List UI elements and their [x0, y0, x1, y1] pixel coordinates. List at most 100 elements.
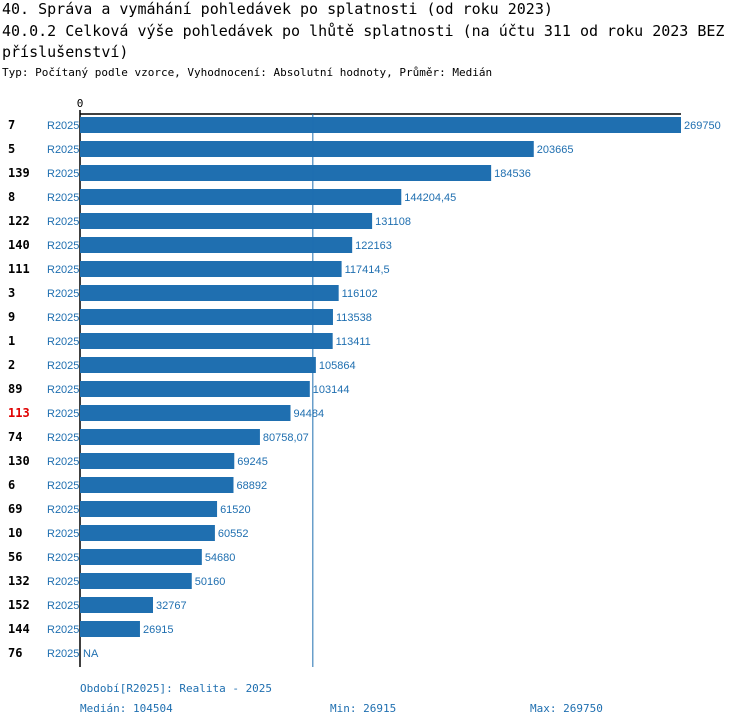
period-label: R2025	[47, 336, 79, 348]
period-label: R2025	[47, 480, 79, 492]
category-label: 122	[8, 214, 30, 228]
value-label: 131108	[375, 216, 411, 228]
axis-zero-label: 0	[77, 97, 84, 110]
value-label: 26915	[143, 624, 174, 636]
bar	[80, 477, 234, 493]
bar	[80, 573, 192, 589]
bar	[80, 117, 681, 133]
category-label: 130	[8, 454, 30, 468]
period-label: R2025	[47, 120, 79, 132]
period-label: R2025	[47, 600, 79, 612]
value-label: 113538	[336, 312, 372, 324]
bar	[80, 237, 353, 253]
period-label: R2025	[47, 360, 79, 372]
period-label: R2025	[47, 552, 79, 564]
bar	[80, 309, 333, 325]
category-label: 132	[8, 574, 30, 588]
value-label: 61520	[220, 504, 251, 516]
period-label: R2025	[47, 456, 79, 468]
value-label: 113411	[336, 336, 371, 348]
value-label: 54680	[205, 552, 236, 564]
category-label: 56	[8, 550, 22, 564]
category-label: 2	[8, 358, 15, 372]
value-label: 32767	[156, 600, 187, 612]
value-label: 269750	[684, 120, 721, 132]
chart-title-line-1: 40. Správa a vymáhání pohledávek po spla…	[2, 0, 553, 18]
period-label: R2025	[47, 240, 79, 252]
value-label: 144204,45	[404, 192, 456, 204]
period-label: R2025	[47, 648, 79, 660]
period-label: R2025	[47, 264, 79, 276]
bar	[80, 165, 492, 181]
bar	[80, 381, 310, 397]
period-label: R2025	[47, 288, 79, 300]
chart-subtitle: Typ: Počítaný podle vzorce, Vyhodnocení:…	[2, 66, 493, 79]
category-label: 10	[8, 526, 22, 540]
category-label: 140	[8, 238, 30, 252]
period-label: R2025	[47, 192, 79, 204]
category-label: 139	[8, 166, 30, 180]
bar	[80, 405, 291, 421]
value-label: 94484	[294, 408, 325, 420]
category-label: 152	[8, 598, 30, 612]
period-label: R2025	[47, 384, 79, 396]
bar	[80, 285, 339, 301]
period-label: R2025	[47, 576, 79, 588]
category-label: 1	[8, 334, 15, 348]
value-label: 116102	[342, 288, 378, 300]
category-label: 7	[8, 118, 15, 132]
footer-min: Min: 26915	[330, 702, 397, 715]
bar	[80, 141, 534, 157]
value-label: 68892	[236, 480, 267, 492]
period-label: R2025	[47, 312, 79, 324]
bar	[80, 213, 373, 229]
value-label: 203665	[537, 144, 574, 156]
value-label: 122163	[355, 240, 392, 252]
chart-title-line-2: 40.0.2 Celková výše pohledávek po lhůtě …	[2, 22, 725, 40]
bar	[80, 621, 140, 637]
category-label: 6	[8, 478, 15, 492]
value-label: 69245	[237, 456, 268, 468]
value-label: 117414,5	[345, 264, 390, 276]
footer-period: Období[R2025]: Realita - 2025	[80, 682, 273, 695]
value-label: NA	[83, 648, 99, 660]
footer-max: Max: 269750	[530, 702, 603, 715]
period-label: R2025	[47, 432, 79, 444]
bar	[80, 597, 154, 613]
value-label: 50160	[195, 576, 226, 588]
period-label: R2025	[47, 504, 79, 516]
category-label: 76	[8, 646, 22, 660]
bar	[80, 453, 235, 469]
period-label: R2025	[47, 528, 79, 540]
category-label: 144	[8, 622, 30, 636]
category-label: 9	[8, 310, 15, 324]
bar	[80, 429, 260, 445]
value-label: 105864	[319, 360, 356, 372]
value-label: 60552	[218, 528, 249, 540]
footer-median: Medián: 104504	[80, 702, 173, 715]
period-label: R2025	[47, 624, 79, 636]
value-label: 80758,07	[263, 432, 309, 444]
category-label: 8	[8, 190, 15, 204]
bar	[80, 189, 402, 205]
category-label: 111	[8, 262, 30, 276]
value-label: 103144	[313, 384, 350, 396]
category-label: 74	[8, 430, 22, 444]
period-label: R2025	[47, 408, 79, 420]
value-label: 184536	[494, 168, 531, 180]
bar	[80, 357, 316, 373]
chart-title-line-3: příslušenství)	[2, 43, 129, 61]
period-label: R2025	[47, 168, 79, 180]
bar	[80, 549, 202, 565]
category-label: 113	[8, 406, 30, 420]
period-label: R2025	[47, 216, 79, 228]
bar	[80, 333, 333, 349]
bar	[80, 261, 342, 277]
category-label: 3	[8, 286, 15, 300]
bar	[80, 525, 215, 541]
bar	[80, 501, 218, 517]
category-label: 69	[8, 502, 22, 516]
category-label: 5	[8, 142, 15, 156]
